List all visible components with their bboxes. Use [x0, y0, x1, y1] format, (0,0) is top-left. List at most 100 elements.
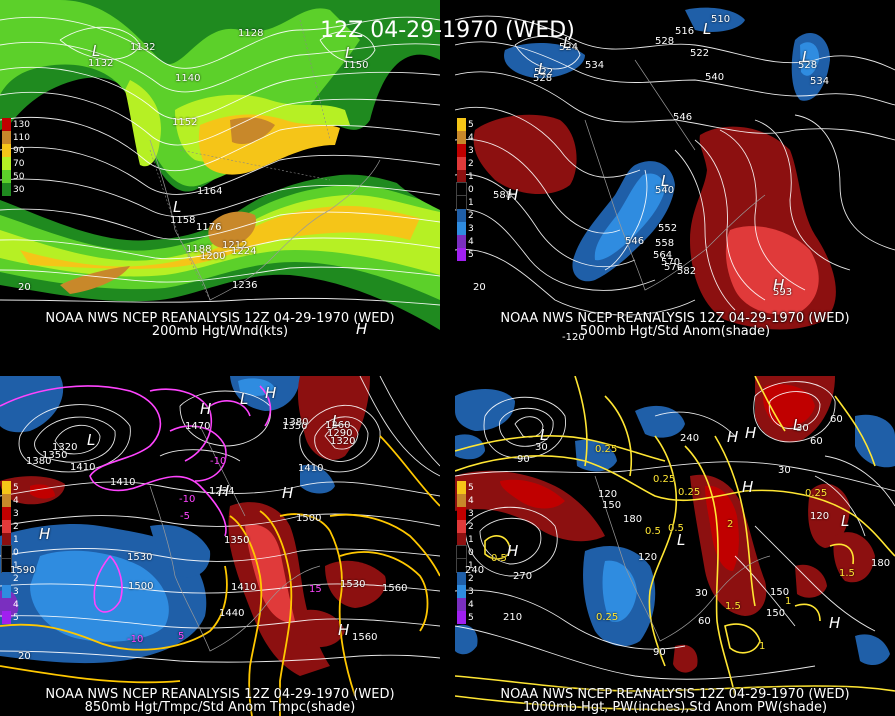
- scale-swatch: [2, 170, 11, 183]
- scale-entry: 0: [456, 182, 485, 197]
- panel-caption-source: NOAA NWS NCEP REANALYSIS 12Z 04-29-1970 …: [500, 687, 850, 702]
- scale-label: 4: [13, 599, 19, 610]
- scale-label: 5: [468, 482, 474, 493]
- contour-label: 30: [535, 442, 548, 453]
- scale-entry: 3: [457, 222, 485, 235]
- contour-label: 210: [503, 612, 523, 623]
- scale-entry: 30: [2, 183, 30, 196]
- scale-swatch: [457, 157, 466, 170]
- contour-label: 60: [830, 414, 843, 425]
- contour-label: 1590: [10, 565, 36, 576]
- scale-label: 2: [468, 210, 474, 221]
- wind-color-scale: 130 110 90 70 50 30: [2, 118, 30, 196]
- contour-label: 593: [773, 287, 793, 298]
- scale-label: 0: [468, 547, 474, 558]
- scale-label: 3: [468, 586, 474, 597]
- pressure-center-label: L: [793, 416, 802, 434]
- contour-label: 1500: [128, 581, 154, 592]
- contour-label: 1132: [130, 42, 156, 53]
- scale-label: 1: [13, 534, 19, 545]
- scale-swatch: [2, 183, 11, 196]
- contour-label: 1320: [330, 436, 356, 447]
- scale-entry: 1: [457, 170, 485, 183]
- contour-label: 534: [585, 60, 605, 71]
- pw-contour-label: 1.5: [839, 568, 855, 579]
- pressure-center-label: H: [742, 478, 754, 496]
- scale-entry: 4: [2, 598, 30, 611]
- isotherm-label: -10: [127, 634, 144, 645]
- scale-entry: 2: [457, 520, 485, 533]
- contour-label: 1128: [238, 28, 264, 39]
- scale-label: 2: [468, 521, 474, 532]
- contour-label: 1410: [70, 462, 96, 473]
- contour-label: 1224: [231, 246, 257, 257]
- scale-entry: 5: [2, 611, 30, 624]
- scale-swatch: [2, 520, 11, 533]
- pressure-center-label: L: [173, 198, 182, 216]
- scale-label: 0: [468, 184, 474, 195]
- pressure-center-label: L: [677, 531, 686, 549]
- contour-label: 540: [655, 185, 675, 196]
- scale-label: 3: [468, 508, 474, 519]
- temperature-map: [0, 376, 440, 716]
- wind-map: [0, 0, 440, 340]
- scale-swatch: [2, 157, 11, 170]
- contour-label: 30: [778, 465, 791, 476]
- scale-label: 0: [13, 547, 19, 558]
- scale-label: 2: [13, 573, 19, 584]
- scale-entry: 2: [457, 572, 485, 585]
- scale-swatch: [457, 222, 466, 235]
- scale-entry: 3: [2, 507, 30, 520]
- scale-entry: 3: [457, 585, 485, 598]
- scale-entry: 5: [457, 611, 485, 624]
- pressure-center-label: H: [727, 428, 739, 446]
- contour-label: 546: [625, 236, 645, 247]
- contour-label: 1530: [340, 579, 366, 590]
- contour-label: 522: [534, 67, 554, 78]
- contour-label: 540: [705, 72, 725, 83]
- scale-swatch: [2, 494, 11, 507]
- contour-label: 1236: [232, 280, 258, 291]
- contour-label: 20: [473, 282, 486, 293]
- contour-label: 20: [18, 282, 31, 293]
- contour-label: 1176: [196, 222, 222, 233]
- map-title: 12Z 04-29-1970 (WED): [320, 18, 575, 43]
- contour-label: 1470: [185, 421, 211, 432]
- contour-label: 528: [655, 36, 675, 47]
- scale-entry: 1: [2, 533, 30, 546]
- contour-label: 1132: [88, 58, 114, 69]
- contour-label: 1350: [42, 450, 68, 461]
- panel-caption-source: NOAA NWS NCEP REANALYSIS 12Z 04-29-1970 …: [45, 687, 395, 702]
- contour-label: 528: [533, 73, 553, 84]
- contour-label: 522: [690, 48, 710, 59]
- scale-label: 3: [468, 145, 474, 156]
- pressure-center-label: L: [802, 48, 811, 66]
- scale-swatch: [2, 507, 11, 520]
- contour-label: 30: [796, 423, 809, 434]
- scale-entry: 110: [2, 131, 30, 144]
- pressure-center-label: H: [200, 400, 212, 418]
- scale-entry: 1: [1, 558, 30, 573]
- scale-swatch: [457, 533, 466, 546]
- scale-swatch: [2, 481, 11, 494]
- pressure-center-label: H: [265, 384, 277, 402]
- scale-swatch: [2, 118, 11, 131]
- pressure-center-label: L: [538, 60, 547, 78]
- scale-label: 1: [468, 171, 474, 182]
- scale-entry: 1: [456, 195, 485, 210]
- scale-swatch: [457, 248, 466, 261]
- panel-caption-field: 1000mb Hgt, PW(inches),Std Anom PW(shade…: [522, 700, 828, 715]
- scale-label: 3: [13, 586, 19, 597]
- pw-contour-label: 2: [727, 519, 734, 530]
- contour-label: 1410: [110, 477, 136, 488]
- pressure-center-label: L: [240, 390, 249, 408]
- pressure-center-label: L: [563, 34, 572, 52]
- pw-contour-label: 0.25: [678, 487, 701, 498]
- contour-label: 570: [661, 257, 681, 268]
- contour-label: 1158: [170, 215, 196, 226]
- scale-label: 90: [13, 145, 25, 156]
- panel-caption-source: NOAA NWS NCEP REANALYSIS 12Z 04-29-1970 …: [500, 311, 850, 326]
- scale-swatch: [456, 182, 467, 197]
